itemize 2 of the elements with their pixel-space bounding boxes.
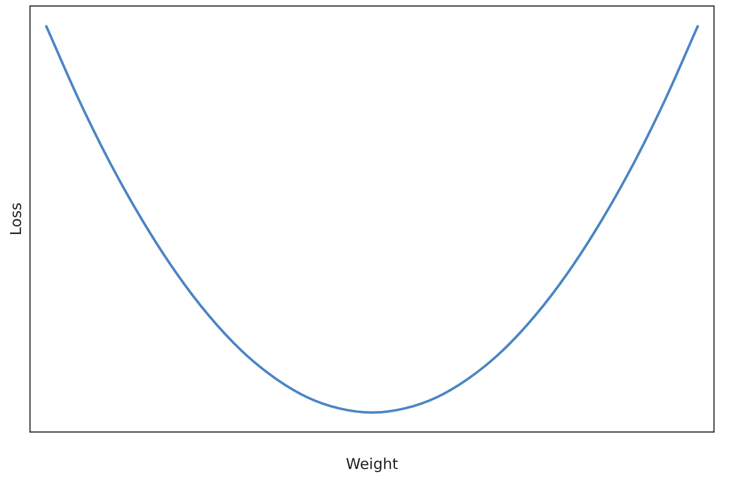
x-axis-title: Weight: [346, 454, 398, 473]
y-axis-title: Loss: [6, 202, 25, 236]
